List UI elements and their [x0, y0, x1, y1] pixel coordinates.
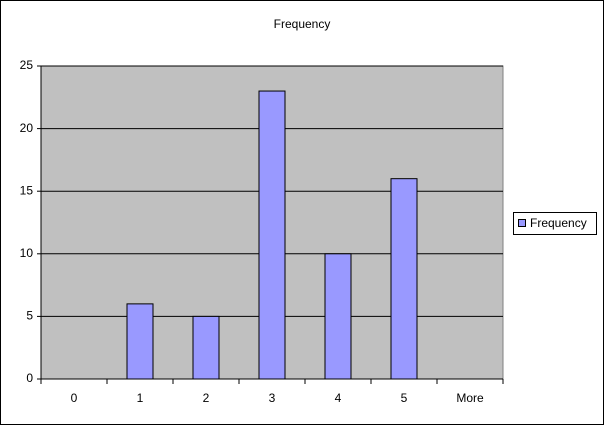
bar [390, 178, 418, 380]
x-tick-label: 5 [401, 391, 408, 405]
y-tick-label: 5 [26, 309, 33, 323]
bar [258, 90, 286, 380]
y-tick-label: 25 [20, 58, 34, 72]
x-tick-label: 4 [335, 391, 342, 405]
x-tick-label: More [456, 391, 484, 405]
x-tick-label: 0 [71, 391, 78, 405]
x-tick-label: 1 [137, 391, 144, 405]
x-tick-label: 2 [203, 391, 210, 405]
legend-swatch [518, 219, 526, 227]
y-tick-label: 10 [20, 246, 34, 260]
bar [324, 253, 352, 380]
y-tick-label: 0 [26, 371, 33, 385]
bar [126, 303, 154, 380]
legend-box [513, 212, 597, 235]
x-tick-label: 3 [269, 391, 276, 405]
y-tick-label: 20 [20, 121, 34, 135]
bar [192, 315, 220, 380]
y-tick-label: 15 [20, 183, 34, 197]
legend-label: Frequency [530, 216, 587, 230]
chart-title: Frequency [274, 17, 331, 31]
